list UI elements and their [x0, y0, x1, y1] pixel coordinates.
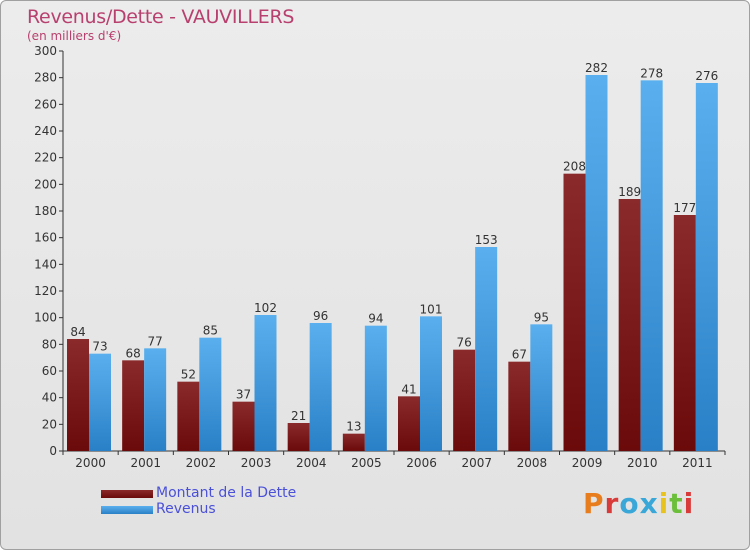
x-tick-label: 2004: [296, 456, 327, 470]
y-tick-label: 80: [42, 337, 57, 351]
data-label-revenus: 102: [254, 301, 277, 315]
bar-revenus: [254, 315, 277, 451]
bar-revenus: [695, 83, 718, 451]
y-tick-label: 260: [34, 97, 57, 111]
x-tick-label: 2011: [682, 456, 713, 470]
y-tick-label: 240: [34, 124, 57, 138]
data-label-dette: 13: [346, 420, 361, 434]
x-tick-label: 2002: [186, 456, 217, 470]
y-tick-label: 180: [34, 204, 57, 218]
bar-revenus: [89, 353, 111, 451]
logo-letter: r: [604, 487, 620, 520]
logo-letter: t: [669, 487, 684, 520]
y-tick-label: 280: [34, 71, 57, 85]
data-label-revenus: 153: [475, 233, 498, 247]
legend-swatch-dette: [101, 490, 153, 498]
data-label-revenus: 77: [148, 334, 163, 348]
logo-letter: o: [619, 487, 640, 520]
y-tick-label: 40: [42, 391, 57, 405]
legend-swatch-revenus: [101, 506, 153, 514]
x-tick-label: 2009: [572, 456, 603, 470]
data-label-revenus: 73: [92, 340, 107, 354]
bar-dette: [122, 360, 145, 451]
legend-label-revenus: Revenus: [156, 501, 216, 517]
y-tick-label: 120: [34, 284, 57, 298]
data-label-dette: 68: [126, 346, 141, 360]
bar-revenus: [144, 348, 167, 451]
logo-letter: P: [583, 487, 605, 520]
bar-revenus: [530, 324, 553, 451]
bar-dette: [287, 423, 310, 451]
y-tick-label: 300: [34, 44, 57, 58]
bar-dette: [508, 361, 531, 451]
bar-dette: [618, 199, 641, 451]
data-label-dette: 37: [236, 388, 251, 402]
data-label-dette: 76: [457, 336, 472, 350]
bar-dette: [398, 396, 420, 451]
data-label-dette: 208: [563, 160, 586, 174]
legend-label-dette: Montant de la Dette: [156, 485, 297, 501]
data-label-dette: 41: [401, 382, 416, 396]
x-tick-label: 2006: [406, 456, 437, 470]
bar-revenus: [585, 75, 608, 451]
bar-revenus: [364, 325, 387, 451]
bar-dette: [453, 349, 476, 451]
data-label-revenus: 94: [368, 312, 383, 326]
bar-revenus: [475, 247, 498, 451]
bar-dette: [342, 433, 365, 451]
data-label-revenus: 101: [420, 302, 443, 316]
x-tick-label: 2007: [461, 456, 492, 470]
x-tick-label: 2001: [130, 456, 161, 470]
chart-title: Revenus/Dette - VAUVILLERS: [27, 6, 295, 28]
data-label-revenus: 278: [640, 66, 663, 80]
y-tick-label: 200: [34, 177, 57, 191]
x-tick-label: 2000: [75, 456, 106, 470]
bar-revenus: [640, 80, 663, 451]
y-tick-label: 100: [34, 311, 57, 325]
bar-dette: [232, 401, 255, 451]
logo-letter: i: [683, 487, 695, 520]
x-tick-label: 2008: [517, 456, 548, 470]
y-tick-label: 60: [42, 364, 57, 378]
bar-dette: [67, 339, 89, 451]
y-tick-label: 220: [34, 151, 57, 165]
x-tick-label: 2005: [351, 456, 382, 470]
data-label-revenus: 96: [313, 309, 328, 323]
bar-dette: [563, 173, 586, 451]
data-label-dette: 177: [673, 201, 696, 215]
bar-dette: [673, 215, 696, 451]
data-label-revenus: 282: [585, 61, 608, 75]
y-tick-label: 140: [34, 257, 57, 271]
data-label-revenus: 276: [695, 69, 718, 83]
y-tick-label: 20: [42, 417, 57, 431]
bar-revenus: [199, 337, 222, 451]
y-tick-label: 0: [49, 444, 57, 458]
data-label-dette: 21: [291, 409, 306, 423]
chart-subtitle: (en milliers d'€): [27, 29, 122, 43]
proxiti-logo: Proxiti: [583, 487, 694, 520]
x-tick-label: 2003: [241, 456, 272, 470]
logo-letter: i: [658, 487, 670, 520]
x-tick-label: 2010: [627, 456, 658, 470]
bar-revenus: [420, 316, 442, 451]
data-label-revenus: 85: [203, 324, 218, 338]
y-tick-label: 160: [34, 231, 57, 245]
data-label-dette: 67: [512, 348, 527, 362]
data-label-revenus: 95: [534, 310, 549, 324]
data-label-dette: 52: [181, 368, 196, 382]
logo-letter: x: [639, 487, 659, 520]
data-label-dette: 84: [70, 325, 85, 339]
data-label-dette: 189: [618, 185, 641, 199]
bar-dette: [177, 381, 200, 451]
bar-revenus: [309, 323, 332, 451]
